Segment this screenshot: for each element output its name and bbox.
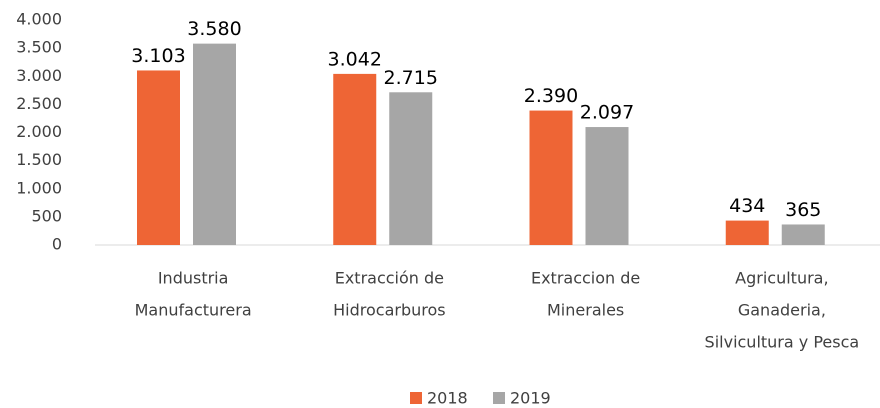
value-label: 434 — [729, 195, 765, 217]
x-tick-label: Ganaderia, — [738, 301, 826, 320]
value-label: 2.715 — [384, 67, 438, 89]
legend-label: 2018 — [427, 389, 468, 408]
legend-swatch — [493, 392, 505, 404]
y-tick-label: 0 — [52, 235, 62, 254]
y-tick-label: 2.500 — [16, 94, 62, 113]
value-label: 2.390 — [524, 85, 578, 107]
value-label: 3.042 — [328, 48, 382, 70]
x-tick-label: Minerales — [547, 301, 624, 320]
x-tick-label: Manufacturera — [135, 301, 252, 320]
bar — [781, 224, 825, 245]
y-tick-label: 2.000 — [16, 122, 62, 141]
bar — [193, 43, 236, 245]
x-tick-label: Agricultura, — [735, 269, 828, 288]
y-tick-label: 3.500 — [16, 38, 62, 57]
bar — [585, 127, 629, 245]
y-tick-label: 1.500 — [16, 150, 62, 169]
bar — [333, 73, 377, 245]
value-label: 3.580 — [187, 18, 241, 40]
value-label: 365 — [785, 199, 821, 221]
y-tick-label: 4.000 — [16, 10, 62, 29]
x-tick-label: Hidrocarburos — [333, 301, 445, 320]
legend-label: 2019 — [510, 389, 551, 408]
bar — [529, 110, 573, 245]
x-tick-label: Extracción de — [335, 269, 444, 288]
bar — [725, 220, 769, 245]
bar — [389, 92, 433, 245]
x-tick-label: Silvicultura y Pesca — [705, 333, 860, 352]
legend-swatch — [410, 392, 422, 404]
value-label: 3.103 — [131, 45, 185, 67]
x-tick-label: Extraccion de — [531, 269, 640, 288]
value-label: 2.097 — [580, 102, 634, 124]
y-tick-label: 3.000 — [16, 66, 62, 85]
bar — [137, 70, 180, 245]
y-tick-label: 500 — [31, 206, 62, 225]
x-tick-label: Industria — [158, 269, 229, 288]
y-tick-label: 1.000 — [16, 178, 62, 197]
